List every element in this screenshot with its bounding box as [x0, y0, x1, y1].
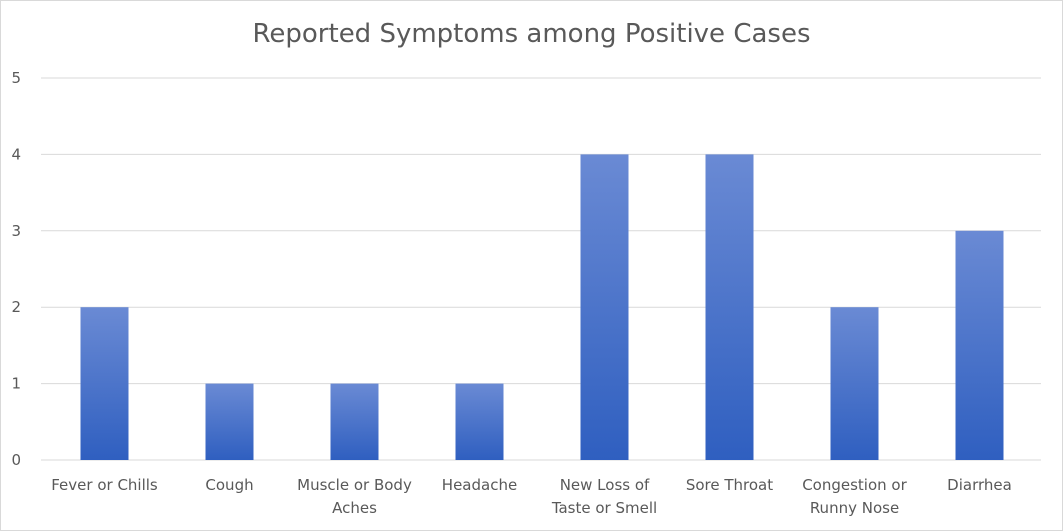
- x-tick-label: Muscle or Body Aches: [297, 476, 412, 517]
- y-tick-label: 2: [11, 298, 21, 316]
- x-tick-label: New Loss of Taste or Smell: [551, 476, 657, 517]
- bar: [955, 230, 1004, 460]
- y-tick-label: 0: [11, 451, 21, 469]
- bar: [80, 307, 129, 460]
- bar: [455, 383, 504, 460]
- y-tick-label: 4: [11, 145, 21, 163]
- x-tick-label: Congestion or Runny Nose: [802, 476, 907, 517]
- x-tick-label: Fever or Chills: [51, 476, 158, 494]
- bar: [330, 383, 379, 460]
- bar: [830, 307, 879, 460]
- x-tick-label: Sore Throat: [686, 476, 773, 494]
- y-tick-label: 3: [11, 222, 21, 240]
- x-tick-label: Headache: [442, 476, 517, 494]
- x-tick-label: Diarrhea: [947, 476, 1012, 494]
- bar: [705, 154, 754, 460]
- bar: [205, 383, 254, 460]
- y-tick-label: 1: [11, 375, 21, 393]
- bar: [580, 154, 629, 460]
- y-tick-label: 5: [11, 69, 21, 87]
- x-tick-label: Cough: [205, 476, 253, 494]
- chart-title: Reported Symptoms among Positive Cases: [252, 19, 811, 49]
